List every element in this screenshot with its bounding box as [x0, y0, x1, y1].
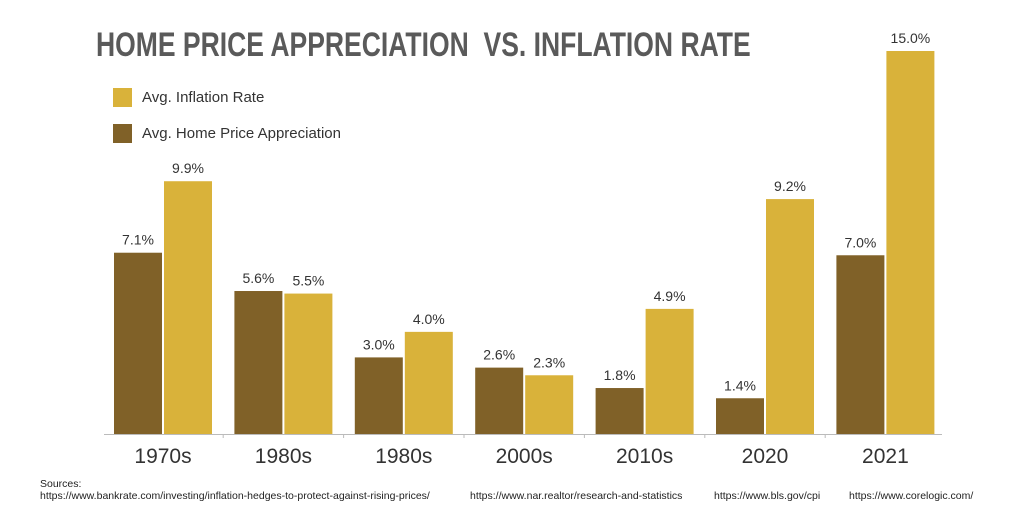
bar-inflation-7 — [886, 51, 935, 434]
bar-home-price-6 — [716, 398, 764, 434]
data-label-inflation-7: 15.0% — [891, 30, 931, 46]
data-label-home-price-3: 3.0% — [363, 336, 395, 352]
category-label-6: 2020 — [742, 445, 789, 468]
legend: Avg. Inflation Rate Avg. Home Price Appr… — [113, 86, 341, 158]
data-label-inflation-6: 9.2% — [774, 178, 806, 194]
sources: Sources: https://www.bankrate.com/invest… — [40, 478, 973, 502]
data-label-home-price-4: 2.6% — [483, 347, 515, 363]
category-label-3: 1980s — [375, 445, 432, 468]
bar-inflation-5 — [645, 308, 694, 434]
category-label-4: 2000s — [496, 445, 553, 468]
sources-urls: https://www.bankrate.com/investing/infla… — [40, 490, 973, 502]
data-label-inflation-2: 5.5% — [292, 273, 324, 289]
category-label-7: 2021 — [862, 445, 909, 468]
source-link-nar[interactable]: https://www.nar.realtor/research-and-sta… — [470, 490, 683, 502]
source-link-bls[interactable]: https://www.bls.gov/cpi — [714, 490, 821, 502]
bar-home-price-5 — [595, 388, 644, 434]
bar-inflation-2 — [284, 293, 333, 434]
bar-home-price-4 — [475, 367, 524, 434]
data-label-inflation-5: 4.9% — [654, 288, 686, 304]
data-label-home-price-2: 5.6% — [242, 270, 274, 286]
source-link-bankrate[interactable]: https://www.bankrate.com/investing/infla… — [40, 490, 430, 502]
data-label-inflation-1: 9.9% — [172, 160, 204, 176]
category-label-2: 1980s — [255, 445, 312, 468]
bar-inflation-3 — [404, 331, 453, 434]
data-label-inflation-3: 4.0% — [413, 311, 445, 327]
bar-inflation-6 — [766, 199, 814, 434]
sources-label: Sources: — [40, 478, 82, 490]
bar-inflation-4 — [525, 375, 574, 434]
data-label-home-price-6: 1.4% — [724, 377, 756, 393]
legend-item-home-price: Avg. Home Price Appreciation — [113, 122, 341, 144]
legend-label-inflation: Avg. Inflation Rate — [142, 88, 265, 106]
bar-home-price-3 — [354, 357, 403, 434]
legend-item-inflation: Avg. Inflation Rate — [113, 86, 341, 108]
source-link-corelogic[interactable]: https://www.corelogic.com/ — [849, 490, 974, 502]
bar-inflation-1 — [164, 181, 212, 434]
category-label-5: 2010s — [616, 445, 673, 468]
category-label-1: 1970s — [134, 445, 191, 468]
data-label-home-price-1: 7.1% — [122, 232, 154, 248]
legend-label-home-price: Avg. Home Price Appreciation — [142, 124, 341, 142]
chart-title: HOME PRICE APPRECIATION VS. INFLATION RA… — [96, 26, 751, 64]
data-label-inflation-4: 2.3% — [533, 354, 565, 370]
bar-home-price-2 — [234, 291, 283, 434]
data-label-home-price-7: 7.0% — [844, 234, 876, 250]
legend-swatch-home-price — [113, 123, 132, 143]
legend-swatch-inflation — [113, 87, 132, 107]
data-label-home-price-5: 1.8% — [604, 367, 636, 383]
bar-home-price-1 — [114, 252, 162, 434]
bar-home-price-7 — [836, 255, 885, 434]
